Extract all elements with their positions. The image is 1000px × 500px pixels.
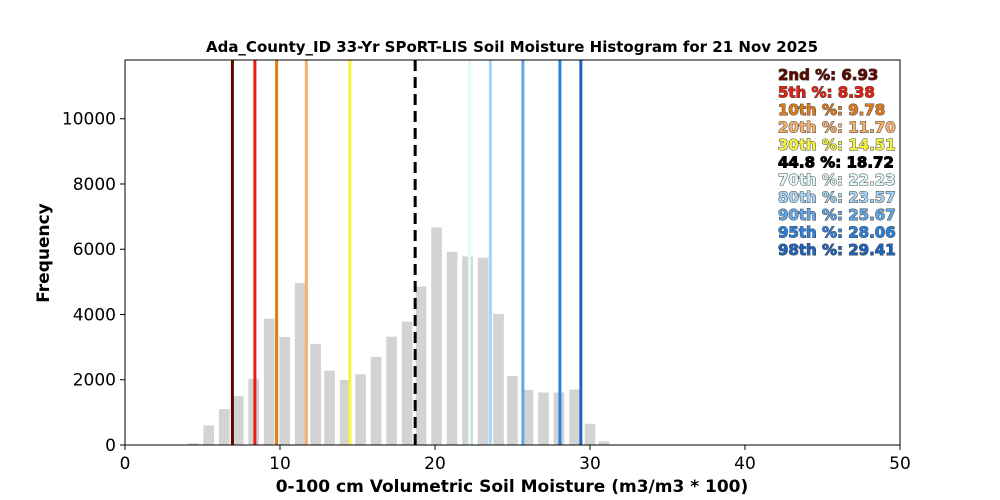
histogram-bar (477, 257, 489, 445)
y-axis-ticks: 0 2000 4000 6000 8000 10000 (62, 110, 125, 456)
histogram-bar (279, 337, 290, 445)
x-tick-label: 50 (889, 454, 911, 474)
x-tick-label: 10 (269, 454, 291, 474)
histogram-bar (493, 313, 504, 445)
histogram-bar (538, 392, 549, 445)
histogram-bar (203, 425, 215, 445)
legend-entry: 2nd %: 6.93 (778, 66, 878, 84)
histogram-bar (386, 336, 397, 445)
histogram-bar (569, 389, 580, 445)
x-axis-ticks: 0 10 20 30 40 50 (120, 445, 911, 474)
histogram-bar (522, 389, 534, 445)
histogram-bar (294, 283, 306, 445)
histogram-bar (339, 380, 351, 445)
histogram-bar (584, 423, 596, 445)
y-axis-label: Frequency (34, 203, 54, 303)
histogram-bar (310, 343, 321, 445)
x-tick-label: 30 (579, 454, 601, 474)
histogram-bar (355, 374, 366, 445)
histogram-bar (324, 370, 335, 445)
histogram-bar (232, 396, 244, 445)
x-tick-label: 20 (424, 454, 446, 474)
histogram-bar (462, 256, 473, 445)
y-tick-label: 6000 (73, 240, 116, 260)
legend-entry: 70th %: 22.23 (778, 171, 896, 189)
legend-entry: 10th %: 9.78 (778, 101, 885, 119)
percentile-lines (230, 60, 583, 445)
histogram-bar (401, 321, 413, 445)
histogram-bar (507, 375, 518, 445)
histogram-bar (415, 286, 427, 445)
histogram-bar (598, 441, 610, 445)
legend-entry: 30th %: 14.51 (778, 136, 896, 154)
x-tick-label: 40 (734, 454, 756, 474)
legend-entry: 80th %: 23.57 (778, 189, 896, 207)
plot-frame (124, 59, 901, 446)
x-axis-label: 0-100 cm Volumetric Soil Moisture (m3/m3… (276, 477, 749, 497)
legend-entry: 5th %: 8.38 (778, 84, 875, 102)
chart-title: Ada_County_ID 33-Yr SPoRT-LIS Soil Moist… (206, 38, 818, 56)
histogram-bar (370, 356, 382, 445)
legend-entry: 98th %: 29.41 (778, 241, 896, 259)
legend-entry: 20th %: 11.70 (778, 119, 896, 137)
legend-entry: 44.8 %: 18.72 (778, 154, 894, 172)
histogram-bar (218, 409, 230, 445)
y-tick-label: 8000 (73, 175, 116, 195)
y-tick-label: 4000 (73, 305, 116, 325)
y-tick-label: 10000 (62, 110, 116, 130)
histogram-bar (187, 443, 199, 445)
histogram-bar (263, 318, 275, 445)
histogram-bar (431, 227, 442, 445)
histogram-bar (446, 251, 458, 445)
histogram-bars (187, 227, 610, 445)
legend-entry: 95th %: 28.06 (778, 224, 896, 242)
x-tick-label: 0 (120, 454, 131, 474)
y-tick-label: 2000 (73, 371, 116, 391)
legend-entry: 90th %: 25.67 (778, 206, 896, 224)
y-tick-label: 0 (105, 436, 116, 456)
